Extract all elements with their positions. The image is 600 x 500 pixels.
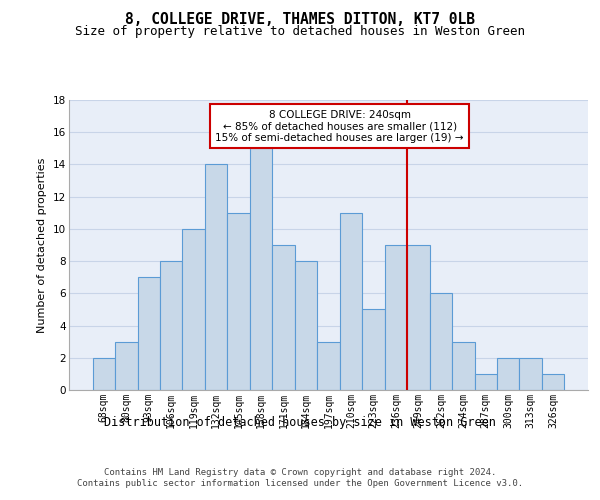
Text: 8, COLLEGE DRIVE, THAMES DITTON, KT7 0LB: 8, COLLEGE DRIVE, THAMES DITTON, KT7 0LB <box>125 12 475 28</box>
Bar <box>317 342 340 390</box>
Bar <box>497 358 520 390</box>
Bar <box>452 342 475 390</box>
Text: 8 COLLEGE DRIVE: 240sqm
← 85% of detached houses are smaller (112)
15% of semi-d: 8 COLLEGE DRIVE: 240sqm ← 85% of detache… <box>215 110 464 143</box>
Bar <box>407 245 430 390</box>
Bar <box>160 261 182 390</box>
Bar <box>475 374 497 390</box>
Bar <box>430 294 452 390</box>
Bar <box>137 277 160 390</box>
Bar <box>115 342 137 390</box>
Bar <box>362 310 385 390</box>
Bar <box>295 261 317 390</box>
Bar <box>542 374 565 390</box>
Bar <box>340 213 362 390</box>
Text: Contains HM Land Registry data © Crown copyright and database right 2024.
Contai: Contains HM Land Registry data © Crown c… <box>77 468 523 487</box>
Y-axis label: Number of detached properties: Number of detached properties <box>37 158 47 332</box>
Text: Distribution of detached houses by size in Weston Green: Distribution of detached houses by size … <box>104 416 496 429</box>
Bar <box>250 148 272 390</box>
Bar <box>92 358 115 390</box>
Bar <box>520 358 542 390</box>
Bar <box>385 245 407 390</box>
Bar <box>227 213 250 390</box>
Bar <box>182 229 205 390</box>
Bar <box>272 245 295 390</box>
Text: Size of property relative to detached houses in Weston Green: Size of property relative to detached ho… <box>75 25 525 38</box>
Bar <box>205 164 227 390</box>
